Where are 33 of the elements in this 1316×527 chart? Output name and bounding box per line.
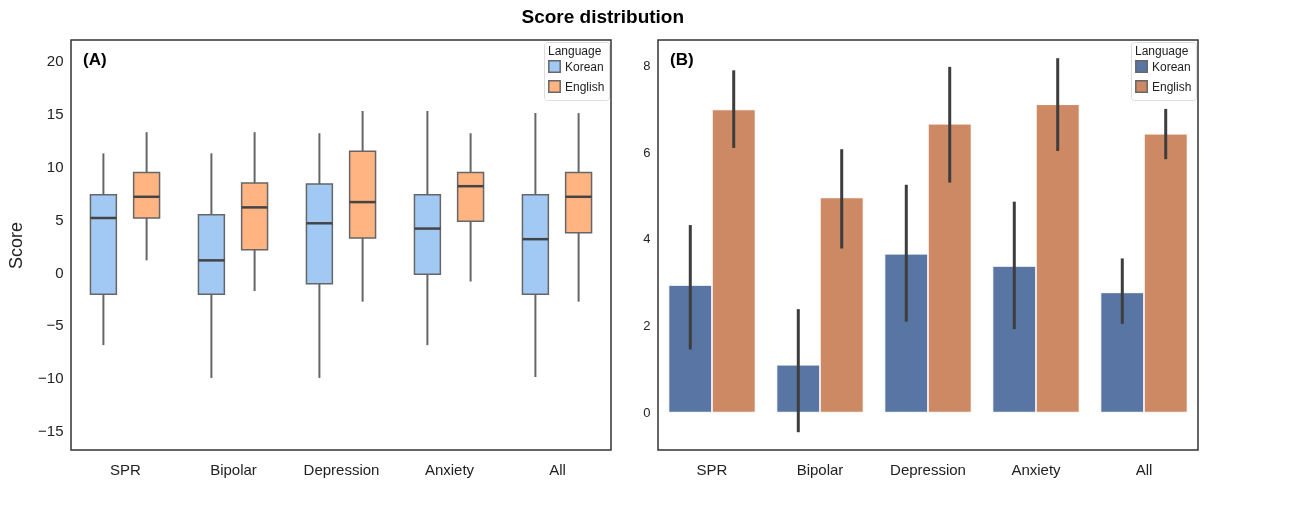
x-tick-label: SPR bbox=[696, 460, 728, 478]
y-tick-label: 0 bbox=[643, 404, 651, 420]
y-tick-label: −5 bbox=[46, 316, 64, 334]
y-tick-label: −10 bbox=[38, 369, 64, 387]
x-tick-label: Anxiety bbox=[424, 460, 475, 478]
annotation: (A) bbox=[83, 50, 107, 69]
y-tick-label: −15 bbox=[38, 422, 64, 440]
y-tick-label: 10 bbox=[46, 157, 64, 175]
legend-label: Korean bbox=[565, 59, 604, 74]
y-tick-label: 5 bbox=[55, 210, 64, 228]
legend-label: Korean bbox=[1152, 59, 1191, 74]
annotation: (B) bbox=[670, 50, 694, 69]
x-tick-label: All bbox=[549, 460, 566, 478]
x-tick-label: All bbox=[1135, 460, 1153, 478]
x-tick-label: Bipolar bbox=[796, 460, 844, 478]
x-tick-label: Anxiety bbox=[1011, 460, 1062, 478]
legend-label: English bbox=[1152, 79, 1192, 94]
y-tick-label: 20 bbox=[46, 51, 64, 69]
x-tick-label: Depression bbox=[303, 460, 380, 478]
legend-title: Language bbox=[1135, 44, 1189, 58]
x-tick-label: Depression bbox=[890, 460, 966, 478]
y-tick-label: 0 bbox=[55, 263, 64, 281]
y-tick-label: 8 bbox=[643, 58, 651, 74]
x-tick-label: SPR bbox=[110, 460, 142, 478]
y-tick-label: 2 bbox=[643, 318, 651, 334]
legend-title: Language bbox=[548, 44, 602, 58]
y-tick-label: 6 bbox=[643, 144, 651, 160]
chart-title: Score distribution bbox=[521, 6, 685, 28]
legend-label: English bbox=[565, 79, 605, 94]
y-tick-label: 15 bbox=[46, 104, 64, 122]
y-tick-label: 4 bbox=[643, 231, 651, 247]
y-axis-title: Score bbox=[6, 221, 27, 270]
x-tick-label: Bipolar bbox=[210, 460, 257, 478]
